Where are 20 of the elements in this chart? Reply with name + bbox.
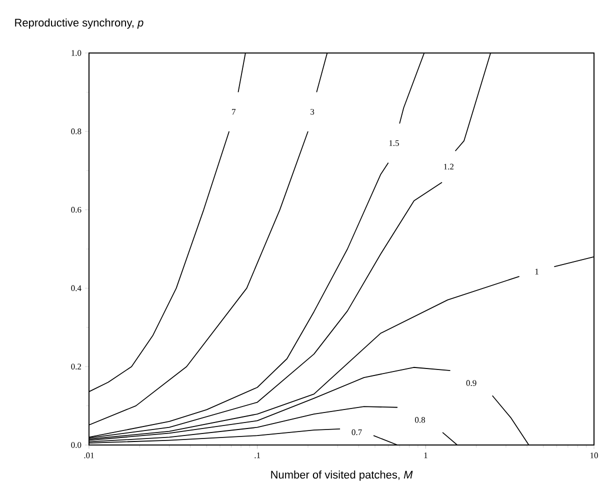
x-tick-label: .1 <box>254 452 260 458</box>
x-tick-label: 1 <box>424 452 428 458</box>
series-label: 1 <box>535 268 538 274</box>
y-tick-label: 0.8 <box>71 128 82 134</box>
x-tick-label: 10 <box>590 452 598 458</box>
y-tick-label: 0.6 <box>71 206 82 213</box>
text: 0.9 <box>466 380 476 386</box>
x-tick-label: .01 <box>84 452 94 458</box>
series-label: 0.7 <box>352 429 362 436</box>
y-axis-title: Reproductive synchrony, p <box>15 18 144 29</box>
series-label: 1.5 <box>389 140 399 146</box>
series-label: 3 <box>310 108 314 115</box>
y-tick-label: 0.4 <box>71 285 82 292</box>
y-tick-label: 1.0 <box>72 50 82 56</box>
x-axis-title: Number of visited patches, M <box>271 470 413 481</box>
text: 7 <box>232 109 236 115</box>
series-label: 1.2 <box>444 164 454 170</box>
y-tick-label: 0.0 <box>71 442 82 448</box>
y-tick-label: 0.2 <box>71 364 82 370</box>
text: 0.8 <box>415 417 426 423</box>
